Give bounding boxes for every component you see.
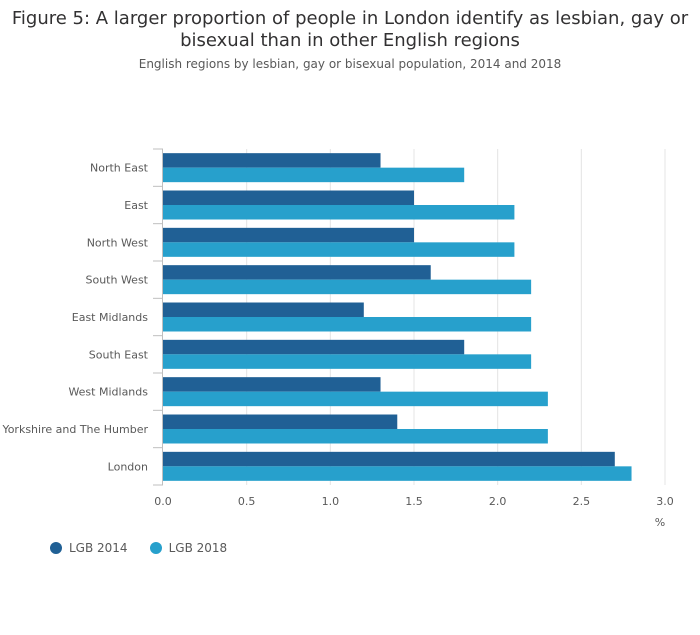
- bar[interactable]: [163, 429, 548, 444]
- x-tick-label: 0.0: [154, 495, 172, 508]
- y-tick-label: East Midlands: [72, 311, 149, 324]
- chart-title: Figure 5: A larger proportion of people …: [11, 8, 689, 51]
- bar[interactable]: [163, 466, 632, 481]
- x-tick-label: 0.5: [238, 495, 256, 508]
- y-tick-label: South West: [85, 274, 148, 287]
- y-tick-label: North East: [90, 162, 149, 175]
- bar[interactable]: [163, 205, 515, 220]
- bar[interactable]: [163, 153, 381, 168]
- y-tick-label: Yorkshire and The Humber: [1, 423, 148, 436]
- chart-subtitle: English regions by lesbian, gay or bisex…: [138, 57, 562, 71]
- bar[interactable]: [163, 414, 398, 430]
- legend-label-2018: LGB 2018: [168, 541, 228, 555]
- x-tick-label: 1.5: [405, 495, 423, 508]
- legend-item-2018[interactable]: LGB 2018: [149, 541, 228, 555]
- bar[interactable]: [163, 377, 381, 392]
- x-tick-label: 2.0: [489, 495, 507, 508]
- y-tick-label: London: [108, 460, 148, 473]
- y-tick-label: West Midlands: [68, 386, 148, 399]
- legend-item-2014[interactable]: LGB 2014: [50, 541, 128, 555]
- y-tick-label: North West: [87, 236, 149, 249]
- bar[interactable]: [163, 190, 414, 206]
- x-axis-label: %: [655, 516, 665, 529]
- x-tick-label: 2.5: [573, 495, 591, 508]
- bar[interactable]: [163, 451, 615, 467]
- legend-label-2014: LGB 2014: [69, 541, 128, 555]
- bar[interactable]: [163, 227, 414, 243]
- y-tick-label: South East: [89, 348, 149, 361]
- y-tick-label: East: [124, 199, 148, 212]
- bar[interactable]: [163, 242, 515, 257]
- bar[interactable]: [163, 317, 532, 332]
- bar[interactable]: [163, 354, 532, 369]
- bar[interactable]: [163, 279, 532, 295]
- bar[interactable]: [163, 339, 465, 355]
- legend-swatch-2014: [50, 542, 62, 554]
- bar[interactable]: [163, 167, 465, 183]
- x-tick-label: 1.0: [322, 495, 340, 508]
- x-tick-label: 3.0: [656, 495, 674, 508]
- bar[interactable]: [163, 265, 431, 280]
- chart-legend: LGB 2014 LGB 2018: [50, 541, 227, 555]
- bar[interactable]: [163, 391, 548, 407]
- legend-swatch-2018: [149, 542, 162, 554]
- bar[interactable]: [163, 302, 364, 318]
